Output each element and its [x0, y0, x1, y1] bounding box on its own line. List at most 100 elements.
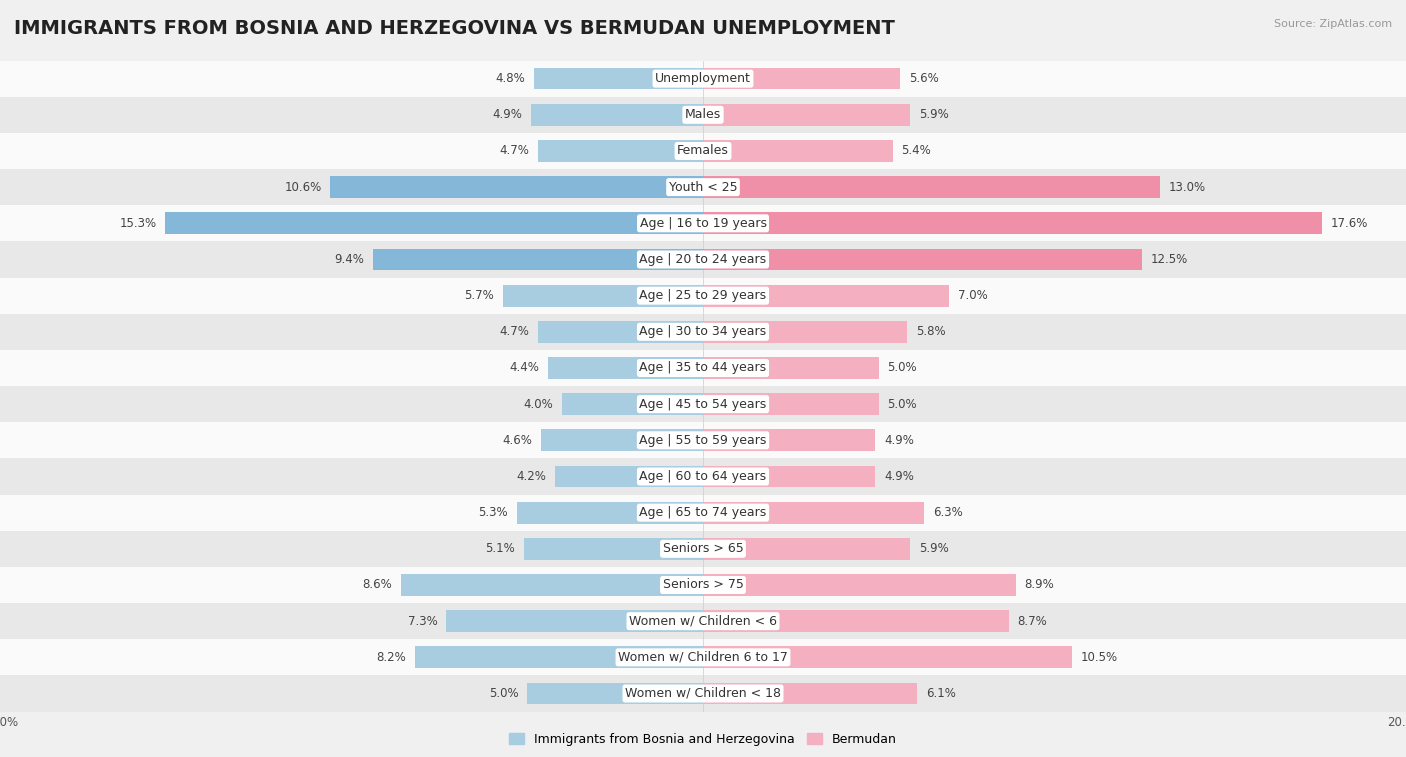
Text: Age | 65 to 74 years: Age | 65 to 74 years — [640, 506, 766, 519]
Bar — [555, 466, 703, 488]
Bar — [703, 502, 925, 524]
Text: 17.6%: 17.6% — [1330, 217, 1368, 230]
Bar — [373, 248, 703, 270]
Bar — [537, 140, 703, 162]
Bar — [703, 394, 879, 415]
Bar — [330, 176, 703, 198]
Text: Women w/ Children 6 to 17: Women w/ Children 6 to 17 — [619, 651, 787, 664]
Bar — [562, 394, 703, 415]
Text: 4.9%: 4.9% — [884, 470, 914, 483]
Text: 4.7%: 4.7% — [499, 145, 529, 157]
Text: 6.1%: 6.1% — [927, 687, 956, 700]
Text: 4.0%: 4.0% — [524, 397, 554, 410]
Bar — [541, 429, 703, 451]
Bar — [0, 61, 1406, 97]
Bar — [703, 646, 1073, 668]
Text: Age | 60 to 64 years: Age | 60 to 64 years — [640, 470, 766, 483]
Bar — [0, 313, 1406, 350]
Bar — [527, 683, 703, 704]
Bar — [703, 466, 875, 488]
Text: IMMIGRANTS FROM BOSNIA AND HERZEGOVINA VS BERMUDAN UNEMPLOYMENT: IMMIGRANTS FROM BOSNIA AND HERZEGOVINA V… — [14, 19, 896, 38]
Bar — [0, 459, 1406, 494]
Text: 9.4%: 9.4% — [335, 253, 364, 266]
Bar — [0, 350, 1406, 386]
Bar — [0, 494, 1406, 531]
Bar — [548, 357, 703, 378]
Text: 5.0%: 5.0% — [887, 397, 917, 410]
Text: 5.6%: 5.6% — [908, 72, 938, 85]
Bar — [0, 241, 1406, 278]
Bar — [537, 321, 703, 343]
Text: Unemployment: Unemployment — [655, 72, 751, 85]
Text: 5.9%: 5.9% — [920, 108, 949, 121]
Text: 5.7%: 5.7% — [464, 289, 494, 302]
Text: 4.7%: 4.7% — [499, 326, 529, 338]
Bar — [703, 610, 1010, 632]
Bar — [703, 213, 1322, 234]
Text: 8.7%: 8.7% — [1018, 615, 1047, 628]
Text: 13.0%: 13.0% — [1168, 181, 1206, 194]
Text: Age | 25 to 29 years: Age | 25 to 29 years — [640, 289, 766, 302]
Text: Age | 55 to 59 years: Age | 55 to 59 years — [640, 434, 766, 447]
Bar — [0, 278, 1406, 313]
Bar — [0, 97, 1406, 133]
Legend: Immigrants from Bosnia and Herzegovina, Bermudan: Immigrants from Bosnia and Herzegovina, … — [503, 727, 903, 751]
Bar — [703, 285, 949, 307]
Text: 12.5%: 12.5% — [1152, 253, 1188, 266]
Text: 8.9%: 8.9% — [1025, 578, 1054, 591]
Bar — [0, 603, 1406, 639]
Text: Seniors > 75: Seniors > 75 — [662, 578, 744, 591]
Bar — [703, 68, 900, 89]
Text: 4.6%: 4.6% — [503, 434, 533, 447]
Bar — [447, 610, 703, 632]
Bar — [0, 133, 1406, 169]
Text: 5.8%: 5.8% — [915, 326, 945, 338]
Bar — [531, 104, 703, 126]
Bar — [0, 386, 1406, 422]
Bar — [703, 683, 917, 704]
Text: Age | 45 to 54 years: Age | 45 to 54 years — [640, 397, 766, 410]
Text: 8.2%: 8.2% — [377, 651, 406, 664]
Text: Males: Males — [685, 108, 721, 121]
Text: Source: ZipAtlas.com: Source: ZipAtlas.com — [1274, 19, 1392, 29]
Text: Women w/ Children < 18: Women w/ Children < 18 — [626, 687, 780, 700]
Bar — [703, 248, 1142, 270]
Bar — [0, 639, 1406, 675]
Text: 4.9%: 4.9% — [884, 434, 914, 447]
Bar — [524, 538, 703, 559]
Text: Youth < 25: Youth < 25 — [669, 181, 737, 194]
Text: Age | 30 to 34 years: Age | 30 to 34 years — [640, 326, 766, 338]
Bar — [703, 538, 911, 559]
Bar — [0, 205, 1406, 241]
Bar — [0, 531, 1406, 567]
Bar — [0, 169, 1406, 205]
Text: Age | 35 to 44 years: Age | 35 to 44 years — [640, 362, 766, 375]
Bar — [0, 675, 1406, 712]
Text: 4.4%: 4.4% — [510, 362, 540, 375]
Text: Women w/ Children < 6: Women w/ Children < 6 — [628, 615, 778, 628]
Bar — [703, 574, 1015, 596]
Bar — [166, 213, 703, 234]
Text: 10.6%: 10.6% — [284, 181, 322, 194]
Bar — [534, 68, 703, 89]
Bar — [703, 176, 1160, 198]
Text: 7.3%: 7.3% — [408, 615, 437, 628]
Text: 15.3%: 15.3% — [120, 217, 156, 230]
Bar — [415, 646, 703, 668]
Text: 4.2%: 4.2% — [517, 470, 547, 483]
Text: Seniors > 65: Seniors > 65 — [662, 542, 744, 556]
Text: Age | 20 to 24 years: Age | 20 to 24 years — [640, 253, 766, 266]
Bar — [703, 357, 879, 378]
Text: 5.9%: 5.9% — [920, 542, 949, 556]
Bar — [703, 429, 875, 451]
Text: 5.3%: 5.3% — [478, 506, 508, 519]
Bar — [401, 574, 703, 596]
Bar — [0, 567, 1406, 603]
Bar — [703, 140, 893, 162]
Text: 7.0%: 7.0% — [957, 289, 987, 302]
Bar — [703, 104, 911, 126]
Bar — [0, 422, 1406, 459]
Bar — [503, 285, 703, 307]
Text: 4.9%: 4.9% — [492, 108, 522, 121]
Text: 10.5%: 10.5% — [1081, 651, 1118, 664]
